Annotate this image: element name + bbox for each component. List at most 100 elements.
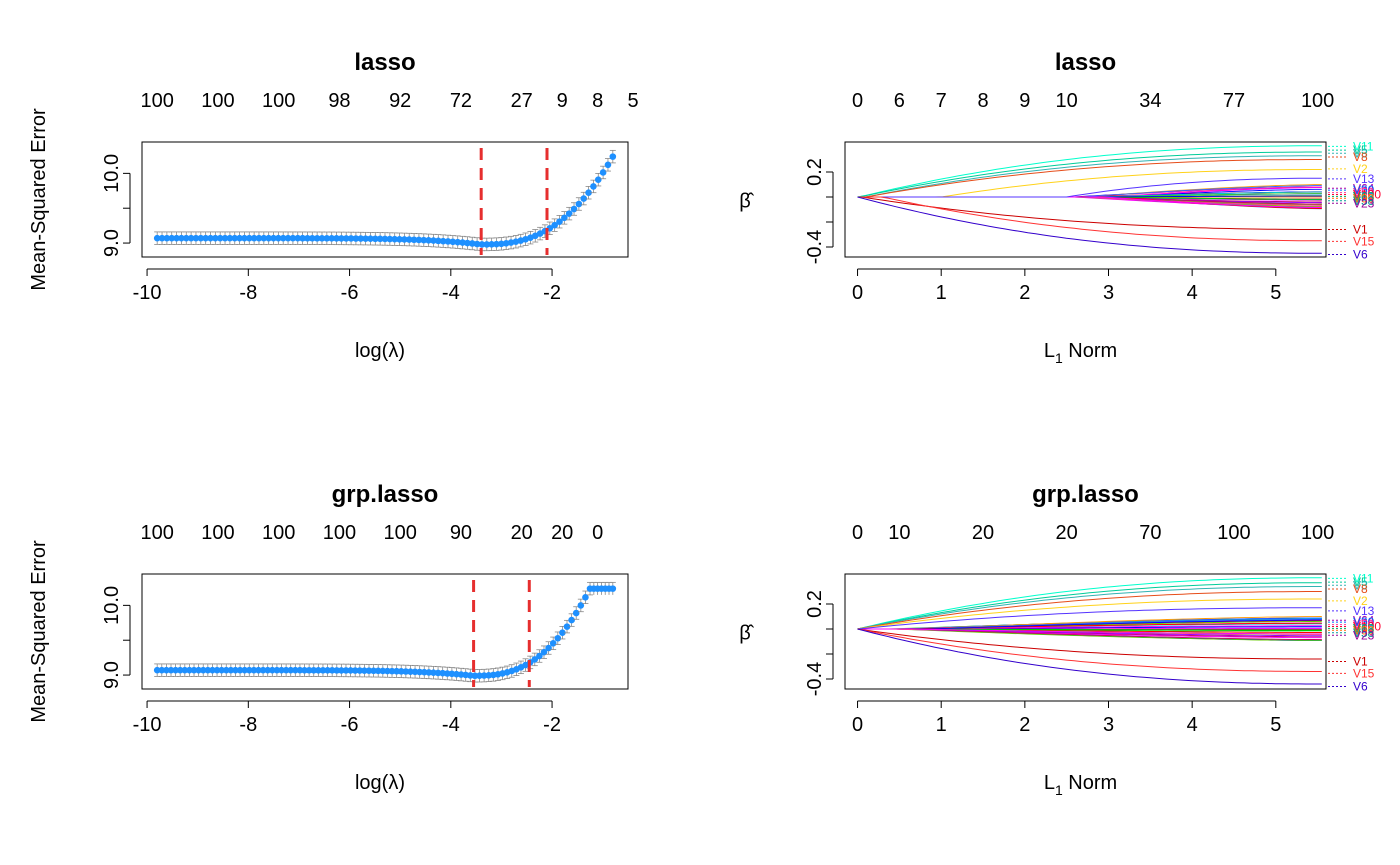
cv-point xyxy=(231,234,239,242)
y-tick-label: 10.0 xyxy=(101,586,123,625)
x-tick-label: -4 xyxy=(442,282,460,304)
cv-point xyxy=(308,234,316,242)
cv-point xyxy=(212,234,219,242)
x-tick-label: -6 xyxy=(341,282,359,304)
cv-point xyxy=(158,666,166,674)
x-tick-label: -10 xyxy=(133,282,162,304)
cv-point xyxy=(393,667,400,675)
top-axis-label: 100 xyxy=(323,522,356,544)
cv-point xyxy=(483,241,491,248)
cv-point xyxy=(265,234,272,242)
cv-point xyxy=(296,666,304,674)
top-axis-label: 20 xyxy=(1056,522,1078,544)
top-axis-label: 100 xyxy=(201,90,234,112)
coef-path-line xyxy=(857,591,1322,630)
cv-point xyxy=(391,235,398,243)
cv-point xyxy=(158,234,166,242)
coef-path-line xyxy=(857,598,1322,630)
cv-point xyxy=(342,235,350,242)
cv-point xyxy=(468,240,476,247)
coef-path-line xyxy=(857,196,1322,242)
path-label: V8 xyxy=(1353,150,1368,164)
plot-frame xyxy=(844,573,1327,690)
x-tick-label: 0 xyxy=(852,282,863,304)
y-tick-label: 10.0 xyxy=(101,154,123,193)
y-tick-label: -0.4 xyxy=(804,230,826,264)
top-axis-label: 0 xyxy=(592,522,603,544)
cv-point xyxy=(362,235,369,242)
cv-point xyxy=(464,239,471,247)
cv-point xyxy=(361,667,368,674)
y-tick-label: -0.4 xyxy=(804,662,826,696)
cv-point xyxy=(192,234,200,242)
top-axis-label: 98 xyxy=(328,90,350,112)
x-tick-label: 3 xyxy=(1103,282,1114,304)
y-axis-title: Mean-Squared Error xyxy=(28,108,50,291)
coef-path-line xyxy=(857,159,1322,198)
cv-point xyxy=(245,666,253,674)
cv-point xyxy=(269,666,276,674)
plot-title: grp.lasso xyxy=(332,481,439,508)
top-axis-label: 72 xyxy=(450,90,472,112)
cv-point xyxy=(478,241,486,248)
cv-point xyxy=(278,666,285,674)
cv-point xyxy=(488,241,495,248)
top-axis-label: 100 xyxy=(384,522,417,544)
cv-point xyxy=(270,234,277,242)
y-axis-title: Mean-Squared Error xyxy=(28,540,50,723)
top-axis-label: 10 xyxy=(1056,90,1078,112)
cv-point xyxy=(405,236,413,243)
cv-point xyxy=(275,234,282,242)
cv-point xyxy=(559,629,566,636)
cv-point xyxy=(176,666,184,674)
cv-point xyxy=(310,666,318,674)
cv-point xyxy=(425,237,432,244)
path-label: V6 xyxy=(1353,248,1368,262)
x-axis-title: log(λ) xyxy=(355,340,405,362)
cv-point xyxy=(197,234,205,242)
top-axis-label: 0 xyxy=(852,522,863,544)
x-tick-label: 5 xyxy=(1270,282,1281,304)
path-label: V30 xyxy=(1353,183,1375,197)
cv-point xyxy=(245,234,253,242)
cv-point xyxy=(549,640,557,647)
cv-point xyxy=(397,668,405,675)
y-tick-label: 9.0 xyxy=(101,661,123,689)
coef-path-line xyxy=(857,586,1322,630)
cv-point xyxy=(376,235,384,243)
x-tick-label: 2 xyxy=(1019,282,1030,304)
path-label: V11 xyxy=(1353,139,1374,153)
cv-point xyxy=(216,234,224,242)
cv-point xyxy=(609,153,617,160)
path-label: V58 xyxy=(1353,194,1375,208)
cv-point xyxy=(315,666,322,674)
cv-point xyxy=(324,667,331,674)
cv-point xyxy=(580,195,588,202)
plot-title: lasso xyxy=(354,49,415,76)
top-axis-label: 8 xyxy=(977,90,988,112)
top-axis-label: 7 xyxy=(936,90,947,112)
cv-point xyxy=(186,666,193,674)
cv-point xyxy=(313,234,321,242)
cv-point xyxy=(236,234,243,242)
cv-point xyxy=(264,666,272,674)
cv-point xyxy=(582,594,589,601)
cv-point xyxy=(449,238,457,246)
path-label: V5 xyxy=(1353,575,1368,589)
cv-point xyxy=(299,234,306,242)
cv-point xyxy=(577,602,585,609)
cv-point xyxy=(435,237,442,245)
cv-point xyxy=(207,234,214,242)
cv-point xyxy=(454,238,462,246)
path-label: V3 xyxy=(1353,146,1368,160)
cv-point xyxy=(222,666,230,674)
x-axis-title: L1 Norm xyxy=(1044,340,1117,366)
cv-point xyxy=(255,666,262,674)
top-axis-label: 100 xyxy=(1301,522,1334,544)
cv-point xyxy=(594,176,602,183)
coef-path-line xyxy=(857,155,1322,198)
x-tick-label: -2 xyxy=(543,714,561,736)
cv-point xyxy=(333,235,340,242)
cv-point xyxy=(365,667,373,674)
